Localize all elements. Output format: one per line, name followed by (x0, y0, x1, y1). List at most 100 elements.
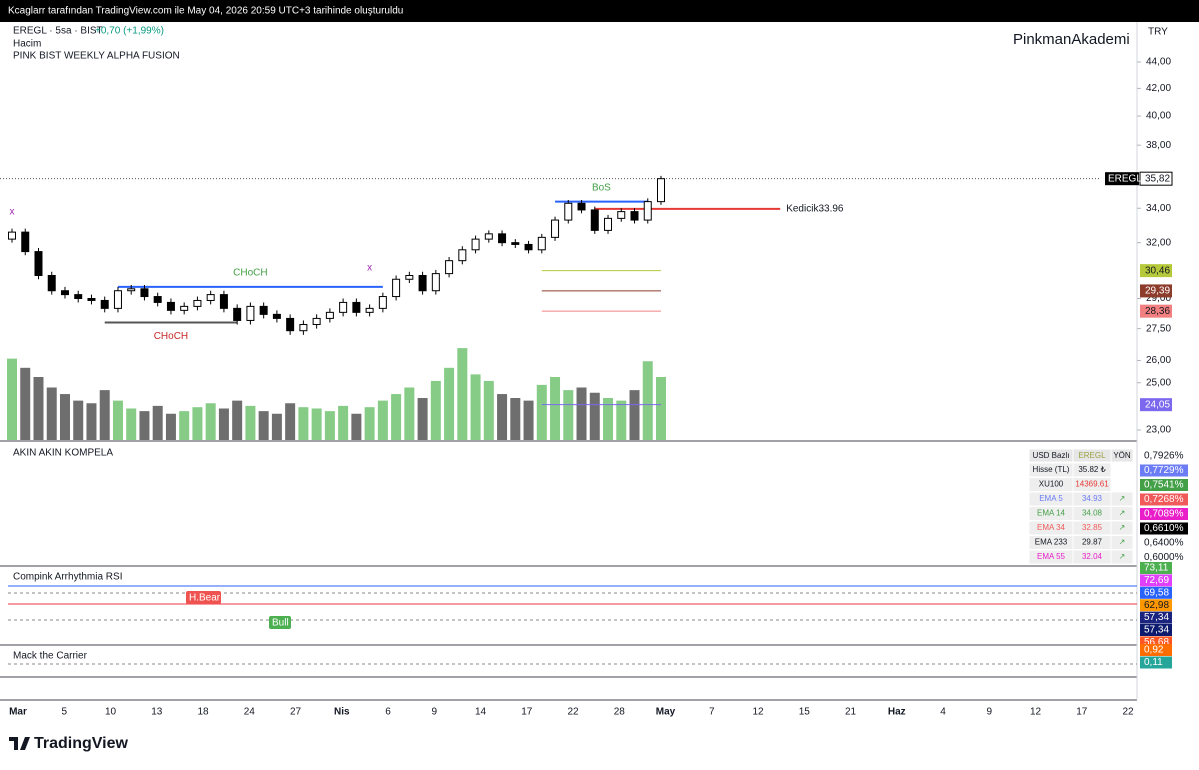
volume-bar (338, 405, 349, 440)
volume-bar (232, 400, 243, 440)
panel-label-box (1140, 508, 1188, 520)
table-cell (1110, 549, 1134, 565)
candle-body (590, 209, 599, 231)
credit: Kcaglarr tarafından TradingView.com ile … (8, 6, 403, 17)
table-cell-text: ↗ (1119, 509, 1126, 518)
volume-bar (152, 405, 163, 440)
candle-body (339, 301, 348, 313)
x-tick-label: 28 (614, 707, 626, 718)
y-tick-label: 40,00 (1146, 111, 1171, 122)
panel-label-box (1140, 450, 1188, 462)
volume-bar (99, 390, 110, 440)
volume-bar (497, 394, 508, 440)
price-label: 30,46 (1145, 265, 1170, 276)
candle-body (286, 317, 295, 332)
volume-bar (165, 413, 176, 440)
candle-body (431, 273, 440, 292)
candle-body (378, 296, 387, 309)
y-tick-label: 25,00 (1146, 377, 1171, 388)
volume-bar (298, 407, 309, 440)
candle-body (630, 211, 639, 221)
volume-bar (258, 411, 269, 440)
panel-label: 62,98 (1144, 600, 1169, 611)
x-tick-label: 24 (244, 707, 256, 718)
volume-bar (656, 377, 666, 440)
volume-bar (523, 400, 534, 440)
candle-body (312, 317, 321, 326)
x-tick-label: 18 (197, 707, 209, 718)
volume-bar (457, 348, 468, 440)
volume-bar (351, 413, 362, 440)
price-label: 29,39 (1145, 286, 1170, 297)
y-tick-label: 32,00 (1146, 237, 1171, 248)
level-label: CHoCH (154, 331, 188, 342)
volume-bar (20, 367, 31, 440)
price-label-box (1140, 264, 1172, 278)
candle-body (21, 231, 30, 253)
candle-body (100, 299, 109, 309)
x-tick-label: 7 (709, 707, 715, 718)
panel-label: 0,11 (1144, 657, 1163, 668)
volume-bar (550, 377, 561, 440)
candle-body (551, 219, 560, 238)
panel-label: 0,7089% (1144, 509, 1184, 520)
x-tick-label: 13 (151, 707, 163, 718)
table-cell-text: 34.93 (1082, 494, 1103, 503)
volume-bar (603, 398, 614, 440)
candle-body (87, 298, 96, 301)
price-label-box (1140, 284, 1172, 298)
candle-body (299, 324, 308, 332)
change: +0,70 (+1,99%) (95, 26, 164, 37)
price-label: 24,05 (1145, 399, 1170, 410)
volume-bar (364, 407, 375, 440)
panel-label-box (1140, 537, 1188, 549)
volume-bar (510, 398, 521, 440)
y-tick-label: 29,00 (1146, 293, 1171, 304)
candle-body (325, 311, 334, 319)
volume-bar (404, 387, 415, 440)
candle-body (617, 211, 626, 219)
table-cell-text: 14369.61 (1075, 480, 1109, 489)
volume-bar (112, 400, 123, 440)
candle-body (60, 290, 69, 296)
volume-bar (444, 367, 455, 440)
candle-body (604, 217, 613, 231)
pane-title: AKIN AKIN KOMPELA (13, 448, 113, 459)
candle-body (524, 243, 533, 251)
volume-bar (589, 392, 600, 440)
panel-label: 57,34 (1144, 625, 1169, 636)
candle-body (113, 290, 122, 309)
x-tick-label: 21 (845, 707, 857, 718)
table-cell-text: Hisse (TL) (1033, 465, 1070, 474)
candle-body (47, 274, 56, 292)
candle-body (166, 301, 175, 311)
x-tick-label: 5 (61, 707, 67, 718)
volume-bar (139, 411, 150, 440)
panel-label-box (1140, 574, 1172, 587)
candle-body (8, 231, 16, 240)
volume-bar (430, 380, 441, 440)
candle-body (352, 301, 361, 313)
panel-label: 73,11 (1144, 563, 1169, 574)
annotation-box (186, 591, 221, 604)
y-tick-label: 27,50 (1146, 323, 1171, 334)
indicator: PINK BIST WEEKLY ALPHA FUSION (13, 51, 180, 62)
volume-bar (46, 387, 57, 440)
candle-body (74, 294, 83, 300)
x-tick-label: 4 (940, 707, 946, 718)
x-tick-label: 14 (475, 707, 487, 718)
candle-body (471, 238, 480, 251)
panel-label-box (1140, 656, 1172, 669)
price-label: 28,36 (1145, 306, 1170, 317)
table-header-cell (1110, 448, 1134, 463)
panel-label-box (1140, 562, 1172, 574)
x-tick-label: 9 (431, 707, 437, 718)
panel-label: 0,6610% (1144, 523, 1184, 534)
price-label-box (1139, 171, 1173, 186)
panel-label-box (1140, 464, 1188, 477)
volume-bar (179, 411, 190, 440)
pane-title: Compink Arrhythmia RSI (13, 572, 122, 583)
table-cell-text: EMA 55 (1037, 552, 1066, 561)
panel-label: 57,34 (1144, 612, 1169, 623)
